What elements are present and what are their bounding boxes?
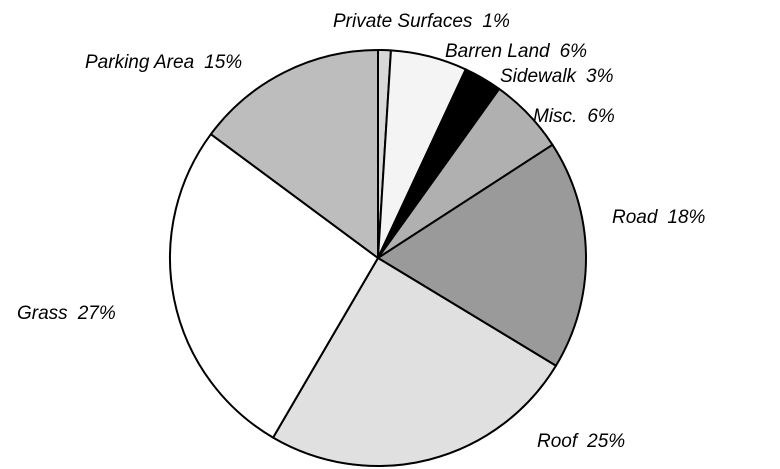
value-label: 25% (586, 431, 625, 452)
slice-label: Grass 27% (17, 303, 116, 324)
value-label: 15% (204, 52, 242, 73)
pie-slice (272, 257, 557, 467)
value-label: 6% (587, 106, 615, 127)
category-name: Misc. (533, 106, 577, 127)
pie-slice (169, 133, 379, 439)
pie-slice (209, 49, 379, 259)
category-name: Roof (537, 431, 579, 452)
value-label: 27% (77, 303, 116, 324)
category-name: Grass (17, 303, 68, 324)
value-label: 3% (586, 66, 614, 87)
category-name: Private Surfaces (333, 11, 473, 32)
slice-label: Private Surfaces 1% (333, 11, 510, 32)
slice-label: Road 18% (612, 207, 706, 228)
category-name: Sidewalk (500, 66, 578, 87)
slice-label: Sidewalk 3% (500, 66, 614, 87)
category-name: Parking Area (85, 52, 194, 73)
slice-label: Barren Land 6% (445, 41, 587, 62)
value-label: 18% (667, 207, 705, 228)
value-label: 1% (482, 11, 510, 32)
slice-label: Roof 25% (537, 431, 625, 452)
slice-label: Misc. 6% (533, 106, 615, 127)
pie-slice (377, 143, 587, 367)
value-label: 6% (560, 41, 588, 62)
category-name: Barren Land (445, 41, 551, 62)
slice-label: Parking Area 15% (85, 52, 242, 73)
category-name: Road (612, 207, 659, 228)
